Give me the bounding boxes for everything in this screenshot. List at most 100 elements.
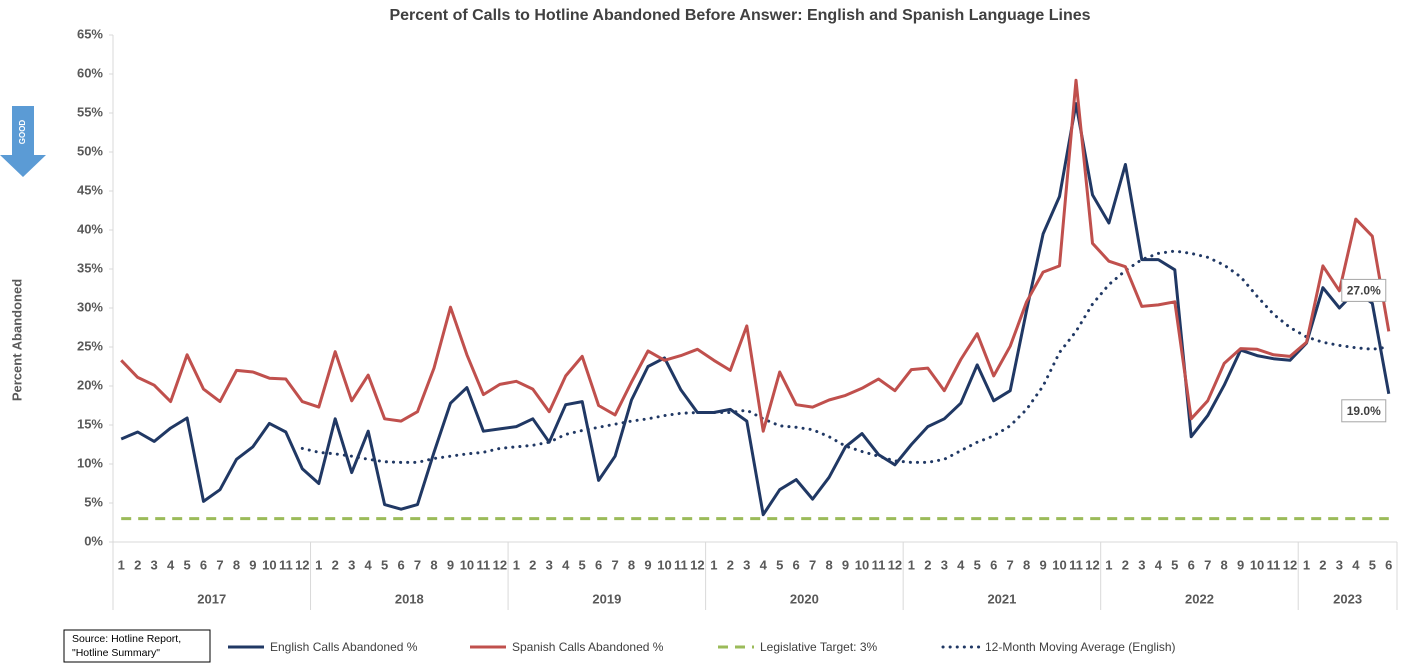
x-tick-label: 9 [644, 557, 651, 572]
x-tick-label: 4 [1155, 557, 1163, 572]
x-tick-label: 1 [1105, 557, 1112, 572]
y-tick-label: 20% [77, 377, 103, 392]
x-tick-label: 8 [825, 557, 832, 572]
x-tick-label: 12 [690, 557, 704, 572]
x-tick-label: 5 [381, 557, 388, 572]
year-label: 2023 [1333, 591, 1362, 606]
year-label: 2019 [592, 591, 621, 606]
x-tick-label: 7 [611, 557, 618, 572]
x-tick-label: 4 [1352, 557, 1360, 572]
x-tick-label: 5 [183, 557, 190, 572]
legend-label: 12-Month Moving Average (English) [985, 640, 1176, 654]
x-tick-label: 3 [1138, 557, 1145, 572]
legend-label: Legislative Target: 3% [760, 640, 878, 654]
x-tick-label: 5 [974, 557, 981, 572]
x-tick-label: 6 [200, 557, 207, 572]
x-tick-label: 1 [908, 557, 915, 572]
x-tick-label: 2 [332, 557, 339, 572]
x-tick-label: 11 [872, 557, 886, 572]
x-tick-label: 4 [365, 557, 373, 572]
y-tick-label: 55% [77, 104, 103, 119]
x-tick-label: 4 [760, 557, 768, 572]
year-label: 2017 [197, 591, 226, 606]
source-box [63, 629, 211, 663]
x-tick-label: 3 [1336, 557, 1343, 572]
y-axis-label: Percent Abandoned [9, 279, 24, 401]
source-text: "Hotline Summary" [72, 647, 160, 659]
x-tick-label: 12 [1283, 557, 1297, 572]
x-tick-label: 9 [249, 557, 256, 572]
x-tick-label: 8 [628, 557, 635, 572]
x-tick-label: 6 [990, 557, 997, 572]
data-label: 27.0% [1347, 284, 1381, 298]
x-tick-label: 4 [167, 557, 175, 572]
x-tick-label: 11 [1069, 557, 1083, 572]
x-tick-label: 8 [233, 557, 240, 572]
x-tick-label: 12 [1085, 557, 1099, 572]
x-tick-label: 10 [1052, 557, 1066, 572]
x-tick-label: 6 [1188, 557, 1195, 572]
x-tick-label: 2 [134, 557, 141, 572]
x-tick-label: 11 [1267, 557, 1281, 572]
x-tick-label: 7 [809, 557, 816, 572]
x-tick-label: 1 [118, 557, 125, 572]
x-tick-label: 2 [727, 557, 734, 572]
data-label: 19.0% [1347, 404, 1381, 418]
series-line [120, 78, 1391, 433]
x-tick-label: 1 [1303, 557, 1310, 572]
x-tick-label: 2 [924, 557, 931, 572]
x-tick-label: 2 [529, 557, 536, 572]
data-label-box [1341, 278, 1387, 302]
x-tick-label: 2 [1122, 557, 1129, 572]
x-tick-label: 8 [1221, 557, 1228, 572]
x-tick-label: 3 [941, 557, 948, 572]
x-tick-label: 10 [657, 557, 671, 572]
good-arrow [0, 106, 46, 177]
legend-label: Spanish Calls Abandoned % [512, 640, 664, 654]
x-tick-label: 6 [1385, 557, 1392, 572]
x-tick-label: 4 [562, 557, 570, 572]
x-tick-label: 8 [430, 557, 437, 572]
x-tick-label: 3 [348, 557, 355, 572]
x-tick-label: 12 [888, 557, 902, 572]
x-tick-label: 5 [1369, 557, 1376, 572]
x-tick-label: 10 [1250, 557, 1264, 572]
x-tick-label: 6 [397, 557, 404, 572]
x-tick-label: 9 [447, 557, 454, 572]
y-tick-label: 10% [77, 455, 103, 470]
x-tick-label: 9 [842, 557, 849, 572]
x-tick-label: 11 [279, 557, 293, 572]
y-tick-label: 35% [77, 260, 103, 275]
x-tick-label: 10 [460, 557, 474, 572]
y-tick-label: 40% [77, 221, 103, 236]
x-tick-label: 10 [855, 557, 869, 572]
good-label: GOOD [18, 120, 27, 145]
y-tick-label: 15% [77, 416, 103, 431]
x-tick-label: 1 [315, 557, 322, 572]
x-tick-label: 7 [216, 557, 223, 572]
y-tick-label: 65% [77, 26, 103, 41]
y-tick-label: 25% [77, 338, 103, 353]
x-tick-label: 10 [262, 557, 276, 572]
x-tick-label: 9 [1039, 557, 1046, 572]
y-tick-label: 5% [84, 494, 103, 509]
x-tick-label: 1 [710, 557, 717, 572]
y-tick-label: 50% [77, 143, 103, 158]
y-tick-label: 60% [77, 65, 103, 80]
source-text: Source: Hotline Report, [72, 633, 181, 645]
year-label: 2022 [1185, 591, 1214, 606]
x-tick-label: 7 [414, 557, 421, 572]
year-label: 2020 [790, 591, 819, 606]
chart-title: Percent of Calls to Hotline Abandoned Be… [389, 7, 1090, 24]
x-tick-label: 12 [295, 557, 309, 572]
x-tick-label: 9 [1237, 557, 1244, 572]
x-tick-label: 5 [776, 557, 783, 572]
x-tick-label: 2 [1319, 557, 1326, 572]
y-tick-label: 45% [77, 182, 103, 197]
x-tick-label: 6 [595, 557, 602, 572]
x-tick-label: 1 [513, 557, 520, 572]
y-tick-label: 0% [84, 533, 103, 548]
year-label: 2018 [395, 591, 424, 606]
x-tick-label: 3 [743, 557, 750, 572]
